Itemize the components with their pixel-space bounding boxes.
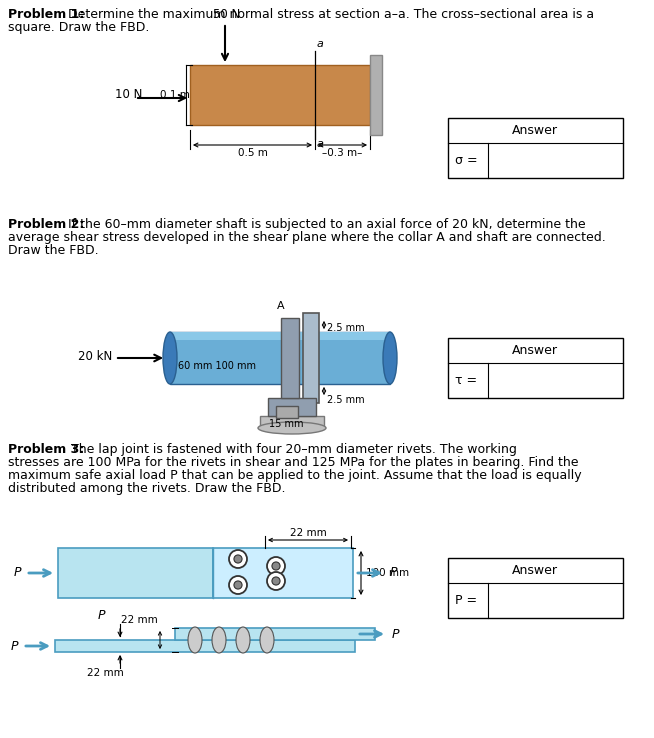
Text: average shear stress developed in the shear plane where the collar A and shaft a: average shear stress developed in the sh… (8, 231, 606, 244)
Text: P =: P = (455, 595, 477, 607)
Circle shape (272, 577, 280, 585)
Text: 0.5 m: 0.5 m (237, 148, 267, 158)
Text: a: a (317, 139, 324, 149)
Text: τ =: τ = (455, 374, 477, 387)
Bar (55, 640, 355, 652)
Ellipse shape (258, 422, 326, 434)
Bar (281, 318, 299, 398)
Text: Answer: Answer (512, 343, 558, 356)
Text: 100 mm: 100 mm (366, 568, 409, 578)
Text: Problem 1:: Problem 1: (8, 8, 84, 21)
Text: Draw the FBD.: Draw the FBD. (8, 244, 99, 257)
Bar (190, 65, 370, 125)
Bar (213, 548, 353, 598)
Text: maximum safe axial load P that can be applied to the joint. Assume that the load: maximum safe axial load P that can be ap… (8, 469, 581, 482)
Text: –0.3 m–: –0.3 m– (322, 148, 363, 158)
Bar (448, 338, 623, 398)
Text: P: P (14, 567, 21, 579)
Text: Answer: Answer (512, 564, 558, 576)
Ellipse shape (188, 627, 202, 653)
Text: 60 mm 100 mm: 60 mm 100 mm (178, 361, 256, 371)
Bar (58, 548, 213, 598)
Bar (170, 332, 390, 384)
Bar (370, 55, 382, 135)
Text: P: P (392, 627, 400, 641)
Text: 22 mm: 22 mm (121, 615, 158, 625)
Circle shape (234, 555, 242, 563)
Circle shape (267, 572, 285, 590)
Bar (276, 406, 298, 418)
Text: 15 mm: 15 mm (269, 419, 303, 429)
Text: stresses are 100 MPa for the rivets in shear and 125 MPa for the plates in beari: stresses are 100 MPa for the rivets in s… (8, 456, 579, 469)
Text: P: P (10, 640, 18, 652)
Circle shape (234, 581, 242, 589)
Text: a: a (317, 39, 324, 49)
Text: A: A (277, 301, 284, 311)
Text: P: P (390, 567, 398, 579)
Bar (170, 332, 390, 340)
Text: Problem 2:: Problem 2: (8, 218, 84, 231)
Text: 22 mm: 22 mm (290, 528, 326, 538)
Text: 10 N: 10 N (115, 89, 143, 102)
Bar (268, 398, 316, 416)
Text: σ =: σ = (455, 154, 477, 168)
Text: 0.1 m: 0.1 m (160, 90, 190, 100)
Circle shape (272, 562, 280, 570)
Text: The lap joint is fastened with four 20–mm diameter rivets. The working: The lap joint is fastened with four 20–m… (67, 443, 517, 456)
Ellipse shape (212, 627, 226, 653)
Text: 2.5 mm: 2.5 mm (327, 395, 365, 405)
Bar (303, 313, 319, 403)
Text: Determine the maximum normal stress at section a–a. The cross–sectional area is : Determine the maximum normal stress at s… (64, 8, 594, 21)
Text: 50 N: 50 N (213, 8, 240, 21)
Text: Answer: Answer (512, 123, 558, 137)
Ellipse shape (236, 627, 250, 653)
Text: 20 kN: 20 kN (78, 351, 112, 364)
Text: Problem 3:: Problem 3: (8, 443, 84, 456)
Text: P: P (97, 609, 105, 622)
Bar (175, 628, 375, 640)
Circle shape (267, 557, 285, 575)
Bar (448, 558, 623, 618)
Ellipse shape (260, 627, 274, 653)
Ellipse shape (383, 332, 397, 384)
Bar (260, 416, 324, 428)
Bar (448, 118, 623, 178)
Text: If the 60–mm diameter shaft is subjected to an axial force of 20 kN, determine t: If the 60–mm diameter shaft is subjected… (64, 218, 585, 231)
Text: 22 mm: 22 mm (86, 668, 124, 678)
Text: distributed among the rivets. Draw the FBD.: distributed among the rivets. Draw the F… (8, 482, 286, 495)
Text: 2.5 mm: 2.5 mm (327, 323, 365, 333)
Circle shape (229, 576, 247, 594)
Ellipse shape (163, 332, 177, 384)
Circle shape (229, 550, 247, 568)
Text: square. Draw the FBD.: square. Draw the FBD. (8, 21, 149, 34)
